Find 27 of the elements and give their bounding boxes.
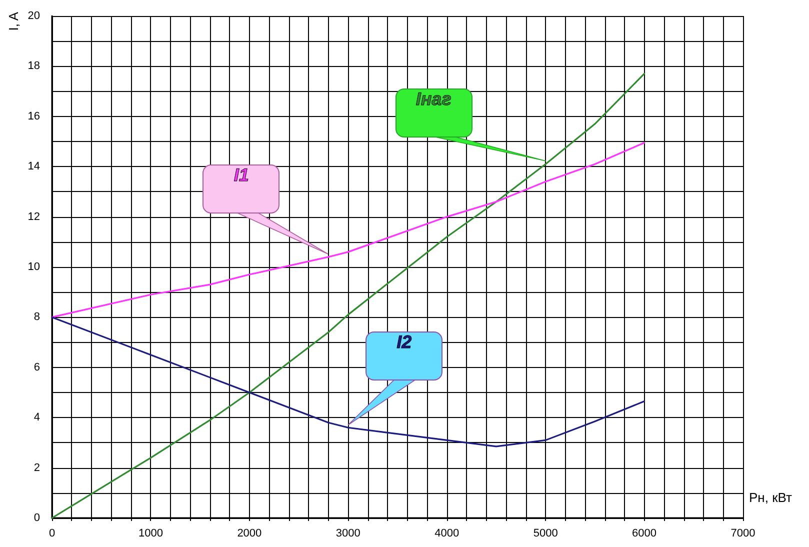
x-tick-label: 3000 (336, 528, 360, 540)
y-tick-label: 20 (28, 10, 40, 22)
y-tick-label: 0 (34, 512, 40, 524)
x-tick-label: 7000 (730, 528, 756, 540)
text: Iнаг (416, 89, 452, 110)
x-tick-label: 5000 (533, 528, 558, 540)
y-tick-label: 16 (28, 110, 40, 122)
x-tick-label: 2000 (237, 528, 262, 540)
x-axis-title: Рн, кВт (749, 490, 792, 505)
y-tick-label: 10 (28, 261, 40, 273)
x-tick-label: 4000 (434, 528, 460, 540)
y-tick-label: 4 (34, 412, 40, 424)
y-tick-label: 12 (28, 210, 40, 223)
text: I1 (234, 164, 249, 185)
x-tick-label: 1000 (138, 528, 163, 540)
y-tick-label: 6 (34, 361, 40, 374)
y-tick-label: 18 (28, 60, 40, 72)
x-tick-label: 0 (48, 528, 56, 540)
x-tick-label: 6000 (632, 528, 657, 540)
text: I2 (396, 332, 412, 352)
y-axis-title: I, A (6, 12, 21, 31)
y-tick-label: 2 (34, 462, 40, 474)
line-series (51, 142, 646, 318)
line-series (51, 72, 646, 519)
y-tick-label: 8 (34, 311, 40, 324)
line-series (51, 316, 646, 448)
y-tick-label: 14 (28, 160, 40, 173)
